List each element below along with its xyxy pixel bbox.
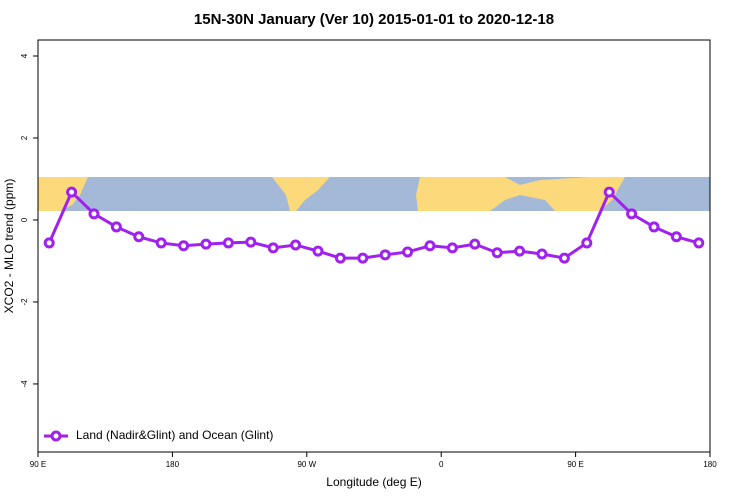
- data-point: [424, 240, 436, 252]
- legend-marker: [50, 430, 62, 442]
- data-point: [155, 237, 167, 249]
- y-tick-label: -4: [20, 380, 29, 388]
- data-point: [379, 249, 391, 261]
- data-point: [88, 208, 100, 220]
- data-point: [312, 245, 324, 257]
- x-tick-label: 0: [439, 460, 444, 469]
- data-point: [514, 245, 526, 257]
- x-tick-label: 90 E: [567, 460, 583, 469]
- map-band: [38, 177, 710, 211]
- data-point: [693, 237, 705, 249]
- y-tick-label: -2: [20, 298, 29, 306]
- data-point: [670, 231, 682, 243]
- data-point: [446, 242, 458, 254]
- data-point: [402, 246, 414, 258]
- data-point: [357, 252, 369, 264]
- data-point: [245, 236, 257, 248]
- data-point: [648, 221, 660, 233]
- y-tick-label: 4: [20, 53, 29, 58]
- data-point: [469, 238, 481, 250]
- data-point: [66, 186, 78, 198]
- data-point: [491, 247, 503, 259]
- y-tick-label: 2: [20, 135, 29, 140]
- legend-label: Land (Nadir&Glint) and Ocean (Glint): [76, 428, 273, 442]
- y-tick-label: 0: [20, 217, 29, 222]
- data-point: [133, 231, 145, 243]
- chart-title: 15N-30N January (Ver 10) 2015-01-01 to 2…: [194, 11, 554, 28]
- data-point: [222, 237, 234, 249]
- data-point: [558, 252, 570, 264]
- data-point: [334, 252, 346, 264]
- x-tick-label: 180: [166, 460, 180, 469]
- x-axis-label: Longitude (deg E): [326, 475, 421, 489]
- data-point: [290, 239, 302, 251]
- data-point: [603, 186, 615, 198]
- data-point: [536, 248, 548, 260]
- data-point: [178, 240, 190, 252]
- data-point: [110, 221, 122, 233]
- x-tick-label: 90 W: [297, 460, 316, 469]
- data-point: [626, 208, 638, 220]
- data-point: [43, 237, 55, 249]
- data-point: [200, 238, 212, 250]
- data-point: [581, 237, 593, 249]
- x-tick-label: 90 E: [30, 460, 46, 469]
- x-tick-label: 180: [703, 460, 717, 469]
- y-axis-label: XCO2 - MLO trend (ppm): [2, 179, 16, 314]
- data-point: [267, 242, 279, 254]
- plot-frame: [37, 39, 711, 453]
